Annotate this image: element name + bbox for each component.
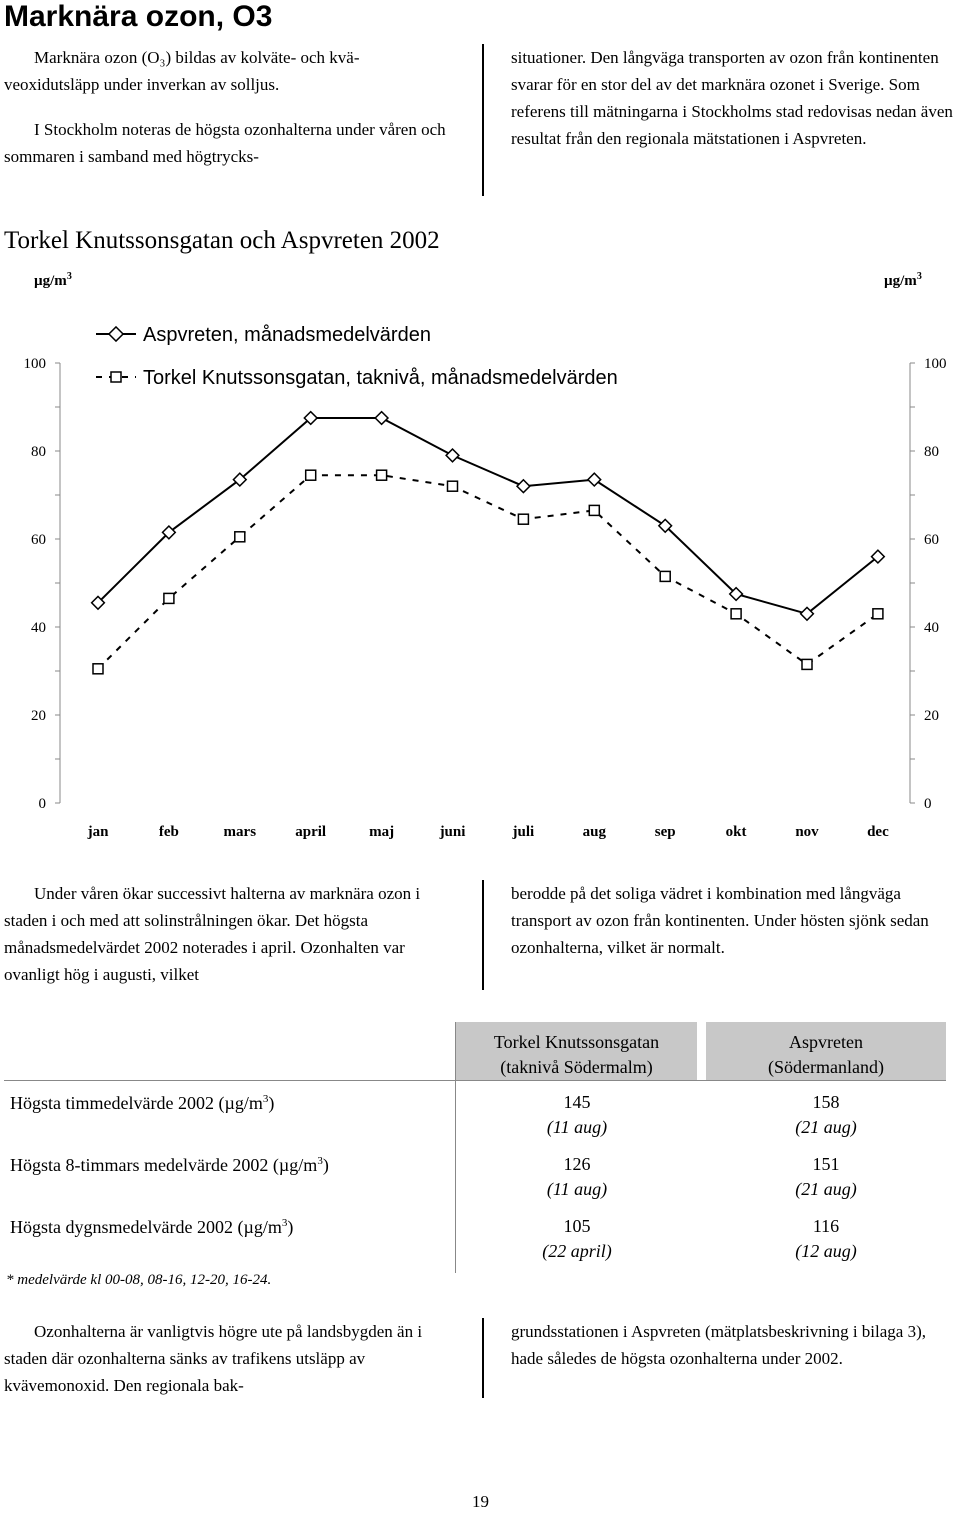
table-footnote: * medelvärde kl 00-08, 08-16, 12-20, 16-… <box>6 1272 272 1288</box>
mid-paragraph-left: Under våren ökar successivt halterna av … <box>4 884 421 984</box>
mid-paragraph-right: berodde på det soliga vädret i kombinati… <box>511 884 929 957</box>
x-tick-label: feb <box>159 824 179 840</box>
data-point-aspvreten <box>232 472 248 488</box>
legend-label-torkel: Torkel Knutssonsgatan, taknivå, månadsme… <box>143 367 618 389</box>
cell-torkel-hourly: 145 (11 aug) <box>546 1092 608 1137</box>
y-tick-label-left: 80 <box>31 444 46 460</box>
data-point-aspvreten <box>303 410 319 426</box>
x-tick-label: april <box>295 824 326 840</box>
x-tick-label: juni <box>439 824 466 840</box>
data-point-torkel <box>588 504 601 517</box>
row-label-daily: Högsta dygnsmedelvärde 2002 (µg/m3) <box>10 1217 294 1237</box>
y-axis-left: 0 20 40 60 80 100 <box>24 356 61 812</box>
row-label-hourly: Högsta timmedelvärde 2002 (µg/m3) <box>10 1093 275 1113</box>
bottom-paragraph-left: Ozonhalterna är vanligtvis högre ute på … <box>4 1322 423 1395</box>
data-point-aspvreten <box>870 549 886 565</box>
series-line-torkel <box>97 474 879 670</box>
x-tick-label: juli <box>512 824 535 840</box>
legend-label-aspvreten: Aspvreten, månadsmedelvärden <box>143 324 431 346</box>
y-tick-label-left: 40 <box>31 620 46 636</box>
data-point-aspvreten <box>445 447 460 463</box>
x-tick-label: dec <box>867 824 889 840</box>
legend-entry-torkel: Torkel Knutssonsgatan, taknivå, månadsme… <box>96 367 618 389</box>
y-tick-label-left: 100 <box>24 356 47 372</box>
data-point-aspvreten <box>799 606 815 622</box>
legend-diamond-marker <box>107 325 125 343</box>
cell-torkel-daily: 105 (22 april) <box>542 1216 612 1261</box>
y-tick-label-right: 0 <box>924 796 932 812</box>
y-tick-label-right: 80 <box>924 444 939 460</box>
y-tick-label-right: 60 <box>924 532 939 548</box>
legend-entry-aspvreten: Aspvreten, månadsmedelvärden <box>96 324 431 346</box>
y-axis-right: 0 20 40 60 80 100 <box>909 356 947 812</box>
data-point-torkel <box>446 480 459 492</box>
intro-paragraph-1: Marknära ozon (O₃) bildas av kolväte- oc… <box>4 48 360 94</box>
data-point-torkel <box>872 608 884 620</box>
data-point-torkel <box>375 469 388 481</box>
table-header-aspvreten: Aspvreten (Södermanland) <box>706 1022 946 1080</box>
data-point-torkel <box>304 469 317 481</box>
bottom-paragraph-right: grundsstationen i Aspvreten (mätplatsbes… <box>511 1322 927 1368</box>
x-tick-label: sep <box>655 824 676 840</box>
intro-paragraph-right: situationer. Den långväga transporten av… <box>511 48 953 148</box>
data-point-aspvreten <box>657 518 673 534</box>
x-tick-label: mars <box>224 824 257 840</box>
y-tick-label-left: 60 <box>31 532 46 548</box>
data-point-torkel <box>92 663 104 675</box>
data-point-aspvreten <box>728 586 744 602</box>
chart-title: Torkel Knutssonsgatan och Aspvreten 2002 <box>4 227 440 254</box>
table-header-torkel: Torkel Knutssonsgatan (taknivå Södermalm) <box>455 1022 697 1080</box>
series-line-aspvreten <box>97 417 879 615</box>
y-tick-label-left: 20 <box>31 708 46 724</box>
data-point-aspvreten <box>515 478 531 494</box>
legend-box <box>86 318 661 390</box>
legend-square-marker <box>110 371 122 383</box>
data-point-aspvreten <box>374 410 390 426</box>
y-tick-label-right: 40 <box>924 620 939 636</box>
data-point-aspvreten <box>161 524 177 540</box>
cell-aspvreten-daily: 116 (12 aug) <box>795 1216 857 1261</box>
ozone-line-chart: 0 20 40 60 80 100 0 20 40 60 80 100 jan feb mars apri… <box>24 318 947 840</box>
data-point-aspvreten <box>90 595 106 611</box>
y-tick-label-right: 100 <box>924 356 947 372</box>
cell-aspvreten-hourly: 158 (21 aug) <box>795 1092 857 1137</box>
x-tick-label: nov <box>795 824 819 840</box>
column-divider <box>482 880 484 990</box>
page-number: 19 <box>472 1492 489 1511</box>
page-title: Marknära ozon, O3 <box>4 0 273 33</box>
table-divider <box>455 1080 456 1273</box>
data-point-torkel <box>517 513 530 525</box>
data-point-aspvreten <box>586 472 602 488</box>
x-tick-label: aug <box>583 824 607 840</box>
x-tick-label: maj <box>369 824 394 840</box>
column-divider <box>482 1318 484 1398</box>
x-tick-label: okt <box>726 824 747 840</box>
cell-torkel-8h: 126 (11 aug) <box>546 1154 608 1199</box>
row-label-8h: Högsta 8-timmars medelvärde 2002 (µg/m3) <box>10 1155 329 1175</box>
x-tick-label: jan <box>87 824 109 840</box>
y-axis-label-right: µg/m3 <box>884 271 922 289</box>
intro-paragraph-2: I Stockholm noteras de högsta ozonhalter… <box>4 120 446 166</box>
y-axis-label-left: µg/m3 <box>34 271 72 289</box>
cell-aspvreten-8h: 151 (21 aug) <box>795 1154 857 1199</box>
data-point-torkel <box>234 531 246 543</box>
data-point-torkel <box>163 592 175 605</box>
data-point-torkel <box>659 570 671 583</box>
data-point-torkel <box>801 658 813 671</box>
data-point-torkel <box>730 608 742 620</box>
table-rule <box>4 1080 946 1081</box>
column-divider <box>482 44 484 196</box>
y-tick-label-right: 20 <box>924 708 939 724</box>
y-tick-label-left: 0 <box>39 796 47 812</box>
